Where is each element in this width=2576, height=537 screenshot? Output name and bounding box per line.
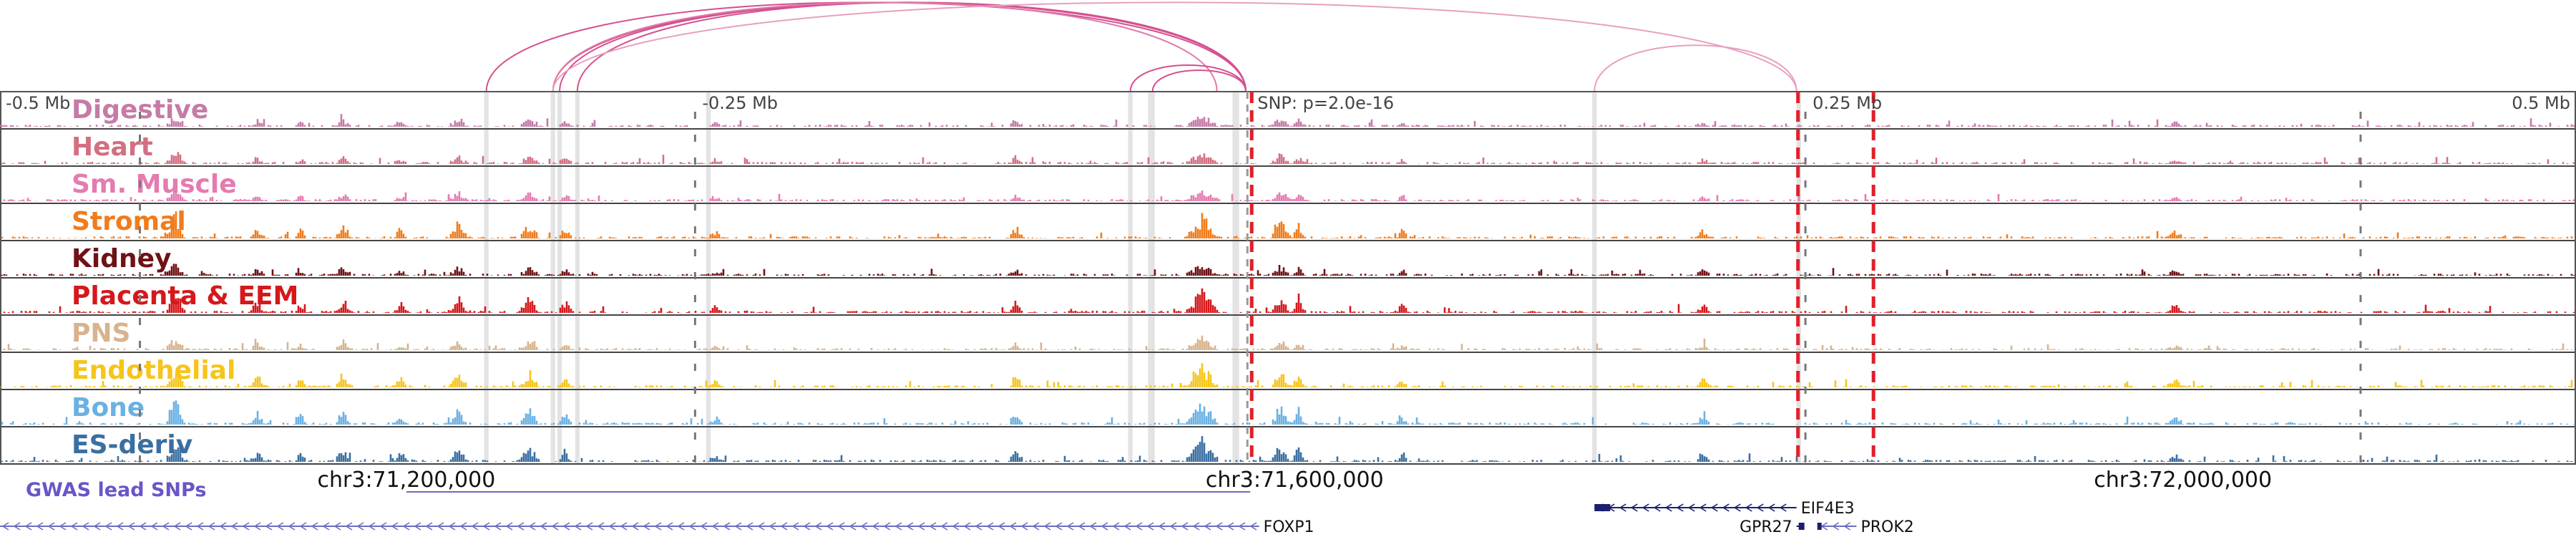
chromatin-loop [1594,44,1797,92]
track-label: Bone [72,393,145,422]
track-label: ES-deriv [72,430,192,460]
coordinate-axis: chr3:71,200,000 chr3:71,600,000 chr3:72,00… [318,468,2272,493]
gene-label: EIF4E3 [1801,500,1855,518]
chromatin-loop [552,1,1797,92]
relative-tick-label: 0.5 Mb [2512,93,2570,113]
gene-label: PROK2 [1860,518,1913,536]
track-label: Stromal [72,207,186,236]
chromatin-loop [559,1,1247,92]
gene-exon [1817,523,1822,530]
track-label: Sm. Muscle [72,170,237,199]
coordinate-tick-label: chr3:71,200,000 [318,468,496,493]
chromatin-loop [552,1,1218,92]
gene-strand-arrows [1,522,1257,531]
track-label: Kidney [72,244,172,274]
chromatin-loops [485,1,1797,92]
signal-track-1 [0,114,2575,127]
relative-tick-label: 0.25 Mb [1813,93,1882,113]
signal-track-4 [1,211,2573,238]
signal-tracks [0,114,2575,462]
chromatin-loop [1151,69,1247,92]
signal-track-9 [1,400,2575,425]
signal-track-10 [1,436,2573,462]
gene-eif4e3: EIF4E3 [1594,500,1855,518]
relative-tick-label: -0.25 Mb [702,93,778,113]
chromatin-loop [576,1,1247,92]
gene-gpr27: GPR27 [1740,518,1805,536]
track-label: Digestive [72,95,208,125]
gene-exon [1798,523,1805,530]
gwas-lead-snps-label: GWAS lead SNPs [26,479,206,501]
coordinate-tick-label: chr3:72,000,000 [2094,468,2272,493]
track-label: Placenta & EEM [72,281,298,311]
chromatin-loop [1129,64,1247,92]
signal-track-7 [3,335,2573,350]
gene-exon [1594,504,1611,511]
signal-track-2 [1,152,2575,164]
position-markers [1246,92,1875,464]
track-frame [0,91,2576,465]
snp-label: SNP: p=2.0e-16 [1257,93,1394,113]
relative-position-ticks: -0.5 Mb -0.25 Mb 0.25 Mb 0.5 Mb [6,93,2570,464]
gene-annotations: FOXP1 EIF4E3 GPR27 PROK2 [0,500,1914,536]
gene-label: GPR27 [1740,518,1792,536]
signal-track-6 [3,288,2575,313]
gene-foxp1: FOXP1 [0,518,1314,536]
track-label: Endothelial [72,356,235,385]
track-label: PNS [72,319,130,348]
gene-prok2: PROK2 [1817,518,1914,536]
relative-tick-label: -0.5 Mb [6,93,70,113]
signal-track-5 [1,263,2575,276]
signal-track-8 [0,363,2573,387]
gene-label: FOXP1 [1264,518,1314,536]
coordinate-tick-label: chr3:71,600,000 [1206,468,1384,493]
signal-track-3 [3,190,2575,201]
